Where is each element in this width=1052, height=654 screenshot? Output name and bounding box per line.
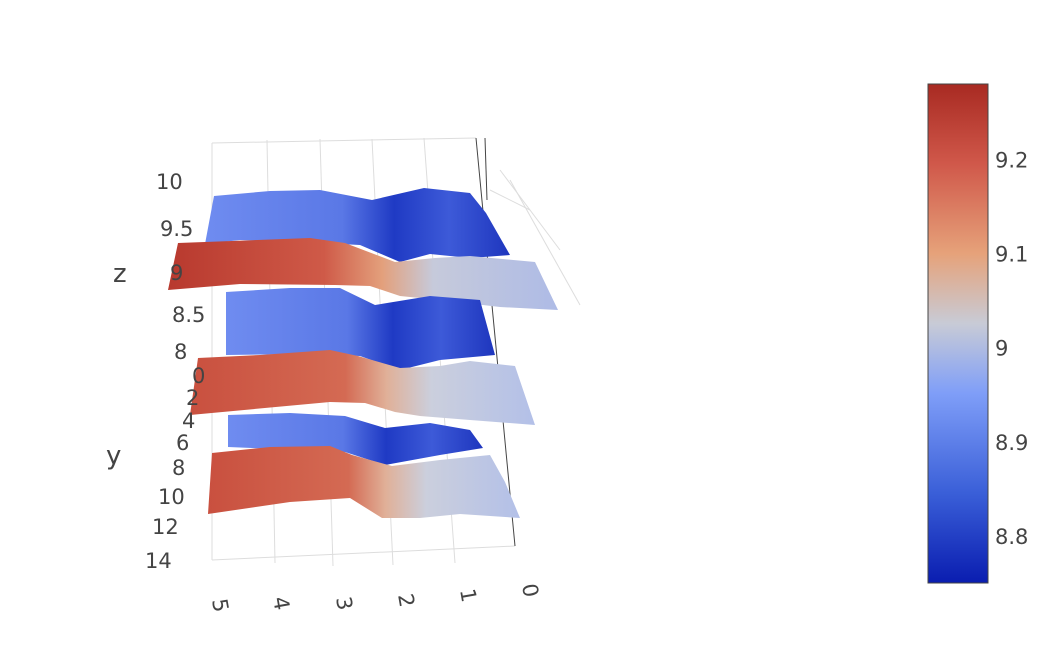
z-tick-label: 8 (174, 340, 187, 364)
y-tick-label: 6 (176, 431, 189, 455)
y-tick-label: 8 (172, 456, 185, 480)
colorbar: 8.8 8.9 9 9.1 9.2 (927, 83, 1028, 584)
surface-middle-top (226, 288, 495, 370)
surface-lower-top (228, 413, 483, 465)
colorbar-tick-label: 8.9 (995, 431, 1028, 455)
y-axis-title: y (106, 441, 121, 471)
colorbar-tick-label: 9.1 (995, 242, 1028, 266)
x-tick-label: 4 (268, 595, 294, 612)
y-tick-label: 2 (186, 386, 199, 410)
z-axis-line (475, 137, 516, 547)
colorbar-gradient (927, 83, 989, 584)
z-tick-label: 10 (156, 170, 183, 194)
x-tick-label: 1 (455, 587, 481, 604)
y-tick-label: 10 (158, 485, 185, 509)
x-tick-label: 2 (393, 592, 419, 609)
z-axis-title: z (113, 259, 127, 289)
x-tick-label: 3 (331, 595, 357, 612)
y-tick-label: 12 (152, 515, 179, 539)
colorbar-tick-label: 9 (995, 337, 1008, 361)
colorbar-tick-label: 8.8 (995, 525, 1028, 549)
y-tick-label: 4 (182, 409, 195, 433)
colorbar-ticks: 8.8 8.9 9 9.1 9.2 (995, 148, 1028, 549)
colorbar-tick-label: 9.2 (995, 148, 1028, 172)
y-tick-label: 0 (192, 364, 205, 388)
x-ticks: 0 1 2 3 4 5 (207, 582, 543, 614)
x-tick-label: 0 (517, 582, 543, 599)
z-ticks: 8 8.5 9 9.5 10 (156, 170, 205, 364)
y-tick-label: 14 (145, 549, 172, 573)
surface-upper-front (168, 238, 558, 310)
surface-middle-front (190, 350, 535, 425)
surface-upper-top (205, 188, 510, 262)
z-tick-label: 8.5 (172, 303, 205, 327)
surface-lower-front (208, 446, 520, 518)
z-tick-label: 9.5 (160, 217, 193, 241)
z-tick-label: 9 (170, 261, 183, 285)
x-tick-label: 5 (207, 597, 233, 614)
surfaces (168, 188, 558, 518)
back-axis-line (484, 137, 488, 201)
